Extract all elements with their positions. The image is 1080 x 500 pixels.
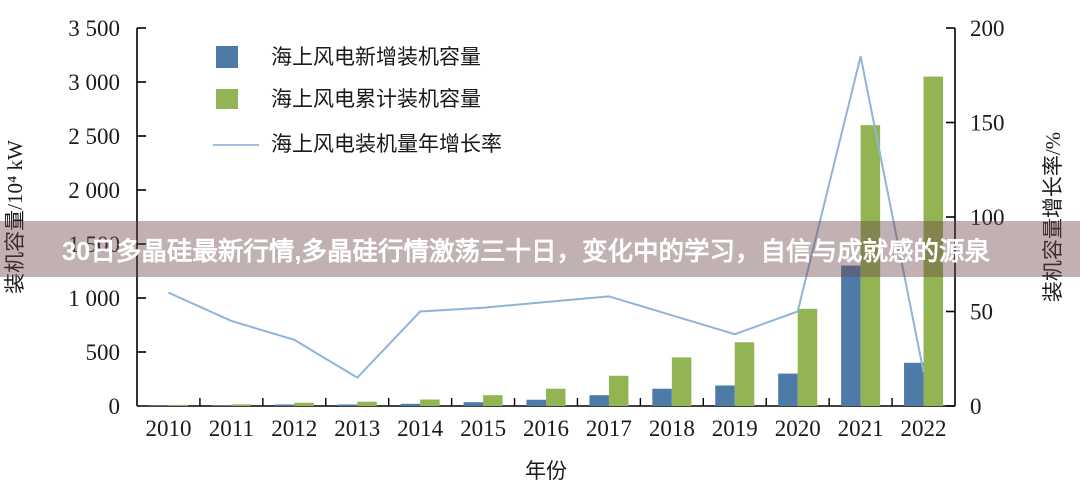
svg-text:0: 0 <box>970 394 982 419</box>
svg-text:2018: 2018 <box>649 416 695 441</box>
svg-text:海上风电新增装机容量: 海上风电新增装机容量 <box>271 45 481 69</box>
svg-text:海上风电装机量年增长率: 海上风电装机量年增长率 <box>271 132 502 156</box>
svg-text:年份: 年份 <box>525 459 567 483</box>
svg-text:2011: 2011 <box>209 416 254 441</box>
svg-text:2022: 2022 <box>901 416 947 441</box>
svg-text:2016: 2016 <box>523 416 569 441</box>
svg-text:0: 0 <box>109 394 121 419</box>
svg-text:海上风电累计装机容量: 海上风电累计装机容量 <box>271 87 481 111</box>
svg-text:3 000: 3 000 <box>68 70 120 95</box>
svg-text:2020: 2020 <box>775 416 821 441</box>
svg-text:2 000: 2 000 <box>68 178 120 203</box>
svg-text:500: 500 <box>86 340 121 365</box>
svg-text:1 000: 1 000 <box>68 286 120 311</box>
svg-text:2019: 2019 <box>712 416 758 441</box>
svg-text:2017: 2017 <box>586 416 632 441</box>
svg-text:2015: 2015 <box>460 416 506 441</box>
svg-text:3 500: 3 500 <box>68 16 120 41</box>
svg-text:2012: 2012 <box>271 416 317 441</box>
svg-text:150: 150 <box>970 111 1005 136</box>
svg-text:50: 50 <box>970 300 993 325</box>
svg-text:200: 200 <box>970 16 1005 41</box>
svg-text:2013: 2013 <box>334 416 380 441</box>
svg-text:2021: 2021 <box>838 416 884 441</box>
svg-text:2010: 2010 <box>145 416 191 441</box>
svg-text:2014: 2014 <box>397 416 444 441</box>
svg-text:2 500: 2 500 <box>68 124 120 149</box>
